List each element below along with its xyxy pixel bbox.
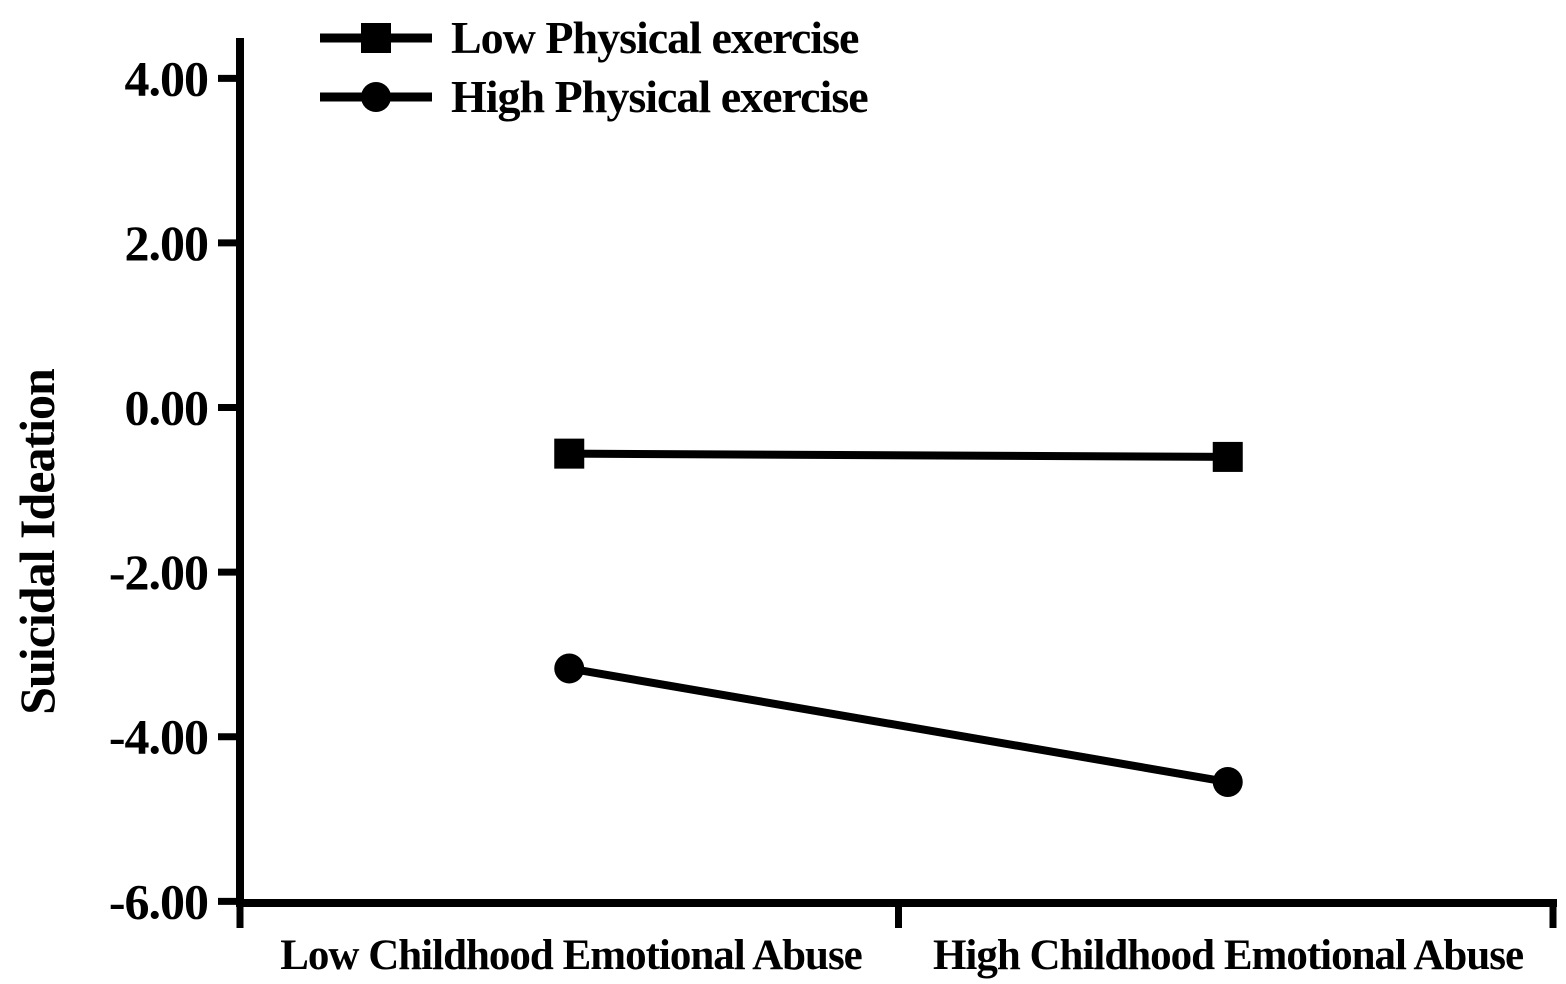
series-line [568,664,1229,786]
circle-data-point [554,653,585,684]
legend-label: Low Physical exercise [451,11,859,63]
circle-marker-icon [320,81,432,112]
legend-entry-high-physical-exercise: High Physical exercise [318,67,869,126]
square-marker-icon [320,22,432,53]
x-category-label-high: High Childhood Emotional Abuse [932,932,1524,979]
x-category-label-low: Low Childhood Emotional Abuse [280,932,863,979]
square-data-point [554,438,585,469]
y-tick-label: 4.00 [125,50,209,106]
legend: Low Physical exercise High Physical exer… [318,8,869,126]
square-data-point [1212,441,1243,472]
legend-label: High Physical exercise [451,70,869,122]
y-axis-title: Suicidal Ideation [9,369,65,715]
series-line [569,449,1228,461]
circle-data-point [1212,767,1243,798]
y-tick-label: -6.00 [109,873,208,929]
y-tick-label: -2.00 [109,544,208,600]
legend-entry-low-physical-exercise: Low Physical exercise [318,8,868,67]
y-tick-label: -4.00 [109,709,208,765]
y-tick-label: 2.00 [125,215,209,271]
y-tick-label: 0.00 [125,380,209,436]
